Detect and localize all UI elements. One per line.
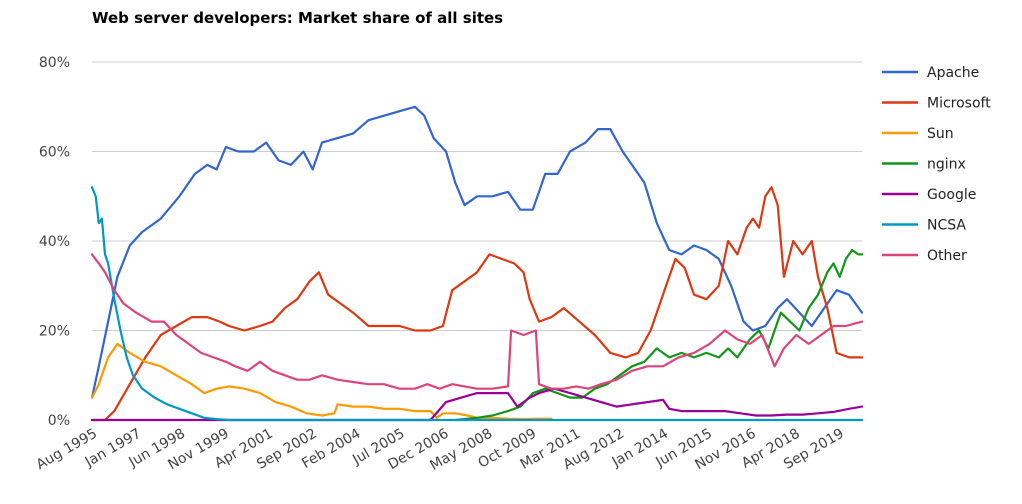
legend: Apache Microsoft Sun nginx Google NCSA Other (882, 65, 991, 264)
gridlines (92, 61, 862, 421)
y-tick-label: 0% (48, 413, 70, 429)
plot-area (90, 105, 864, 422)
series-line-nginx (454, 248, 864, 422)
series-line-microsoft (90, 186, 864, 422)
series-line-ncsa (90, 186, 864, 422)
legend-label-other: Other (927, 248, 967, 264)
y-tick-label: 40% (39, 234, 70, 250)
legend-label-apache: Apache (927, 65, 979, 81)
series-line-sun (90, 342, 553, 421)
y-tick-label: 20% (39, 324, 70, 340)
legend-label-sun: Sun (927, 126, 954, 142)
legend-label-google: Google (927, 187, 976, 203)
y-tick-label: 80% (39, 55, 70, 71)
y-tick-label: 60% (39, 145, 70, 161)
series-line-google (90, 387, 864, 422)
legend-label-ncsa: NCSA (927, 218, 966, 234)
y-axis: 0% 20% 40% 60% 80% (39, 55, 70, 429)
chart-title: Web server developers: Market share of a… (92, 9, 504, 27)
series-line-other (90, 253, 864, 390)
series-line-apache (90, 105, 864, 399)
legend-label-microsoft: Microsoft (927, 96, 991, 112)
legend-label-nginx: nginx (927, 157, 966, 173)
